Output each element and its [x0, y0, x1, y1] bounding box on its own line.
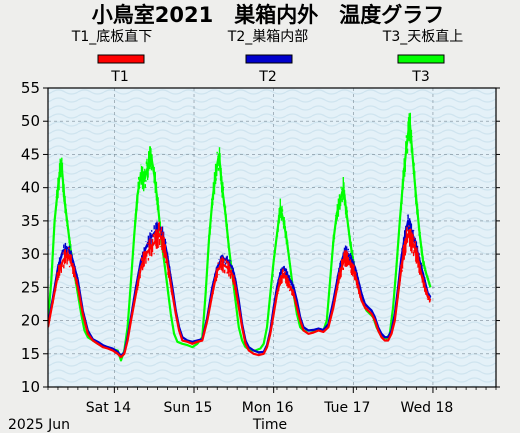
y-tick-label: 35: [21, 212, 40, 230]
y-tick-label: 25: [21, 278, 40, 296]
series-noise-t3: [48, 112, 431, 320]
series-noise-t1: [49, 221, 431, 320]
x-axis-title: Time: [252, 417, 287, 433]
y-tick-label: 55: [21, 79, 40, 97]
series-layer: [48, 112, 432, 362]
series-line-t1: [48, 233, 432, 359]
grid: [48, 88, 496, 387]
legend-label-t2: T2_巣箱内部: [227, 29, 308, 45]
y-tick-label: 45: [21, 145, 40, 163]
chart-title: 小鳥室2021 巣箱内外 温度グラフ: [92, 3, 444, 27]
y-axis: 10 15 20 25 30 35 40 45 50 55: [21, 79, 500, 396]
legend-swatch-t2: [245, 54, 293, 64]
legend-name-t1: T1: [110, 69, 128, 85]
legend-name-t3: T3: [411, 69, 429, 85]
x-tick-label: Tue 17: [323, 400, 370, 416]
y-tick-label: 20: [21, 312, 40, 330]
legend-name-t2: T2: [258, 69, 276, 85]
x-axis: Sat 14 Sun 15 Mon 16 Tue 17 Wed 18: [47, 387, 497, 416]
legend-label-t3: T3_天板直上: [382, 28, 463, 45]
y-tick-label: 50: [21, 112, 40, 130]
series-t1: [48, 221, 432, 359]
legend-label-t1: T1_底板直下: [71, 28, 152, 45]
x-tick-label: Wed 18: [401, 400, 454, 416]
x-date-label: 2025 Jun: [8, 417, 70, 433]
plot-frame: [47, 87, 497, 388]
x-tick-label: Sun 15: [164, 400, 213, 416]
legend-swatch-t1: [97, 54, 145, 64]
x-tick-label: Sat 14: [86, 400, 131, 416]
plot-area: [48, 88, 496, 387]
x-tick-label: Mon 16: [242, 400, 294, 416]
y-tick-label: 10: [21, 378, 40, 396]
y-tick-label: 40: [21, 179, 40, 197]
y-tick-label: 30: [21, 245, 40, 263]
y-tick-label: 15: [21, 345, 40, 363]
legend: T1_底板直下 T2_巣箱内部 T3_天板直上 T1 T2 T3: [71, 28, 463, 85]
legend-swatch-t3: [397, 54, 445, 64]
